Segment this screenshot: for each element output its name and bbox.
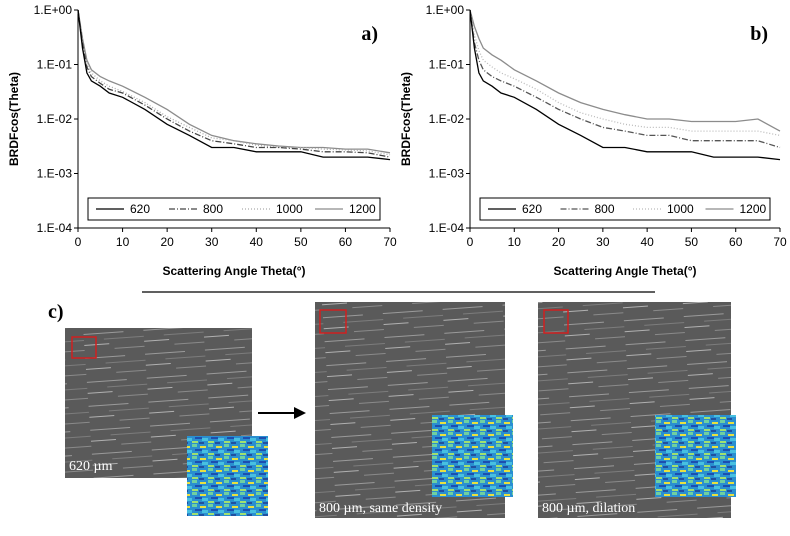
image-caption: 620 µm <box>69 459 113 474</box>
x-tick-label: 10 <box>116 235 130 249</box>
legend-label: 1000 <box>276 202 303 216</box>
x-axis-label: Scattering Angle Theta(°) <box>162 264 305 278</box>
x-tick-label: 0 <box>75 235 82 249</box>
image-panel: 620 µm <box>65 328 268 516</box>
y-tick-label: 1.E-04 <box>37 221 73 235</box>
chart: 1.E-04 1.E-03 1.E-02 1.E-01 1.E+00 0 10 20 30 40 5… <box>7 3 397 278</box>
heatmap-inset <box>655 415 736 497</box>
series-line <box>469 9 781 137</box>
x-tick-label: 70 <box>383 235 397 249</box>
legend-box <box>479 197 771 221</box>
legend-label: 620 <box>522 202 542 216</box>
heatmap-inset <box>187 436 268 516</box>
y-tick-label: 1.E-02 <box>37 112 73 126</box>
image-panel: 800 µm, dilation <box>538 302 736 518</box>
legend-label: 1000 <box>667 202 694 216</box>
image-caption: 800 µm, dilation <box>542 501 635 516</box>
series-line <box>77 9 391 156</box>
series-line <box>469 9 781 149</box>
y-tick-label: 1.E-01 <box>37 58 73 72</box>
y-tick-label: 1.E-02 <box>429 112 465 126</box>
series-line <box>469 9 781 132</box>
series-line <box>77 9 391 154</box>
series-line <box>77 9 391 161</box>
arrow <box>258 407 306 419</box>
y-axis-label: BRDFcos(Theta) <box>7 72 21 166</box>
y-tick-label: 1.E-03 <box>37 167 73 181</box>
x-tick-label: 60 <box>729 235 743 249</box>
y-tick-label: 1.E-01 <box>429 58 465 72</box>
x-tick-label: 40 <box>250 235 264 249</box>
series-line <box>469 9 781 161</box>
x-tick-label: 20 <box>160 235 174 249</box>
legend-label: 800 <box>203 202 223 216</box>
panel-label: b) <box>750 23 768 45</box>
x-tick-label: 30 <box>205 235 219 249</box>
roi-box <box>319 309 347 334</box>
x-tick-label: 0 <box>467 235 474 249</box>
image-caption: 800 µm, same density <box>319 501 442 516</box>
panel-label: a) <box>361 23 378 45</box>
roi-box <box>543 309 569 334</box>
series-line <box>77 9 391 158</box>
legend-label: 1200 <box>740 202 767 216</box>
legend-box <box>87 197 381 221</box>
y-tick-label: 1.E+00 <box>34 3 73 17</box>
y-tick-label: 1.E+00 <box>426 3 465 17</box>
x-tick-label: 70 <box>773 235 787 249</box>
panel-label: c) <box>48 301 64 323</box>
x-tick-label: 30 <box>596 235 610 249</box>
x-tick-label: 50 <box>294 235 308 249</box>
x-tick-label: 20 <box>552 235 566 249</box>
x-tick-label: 40 <box>640 235 654 249</box>
heatmap-inset <box>432 415 513 497</box>
y-axis-label: BRDFcos(Theta) <box>399 72 413 166</box>
x-axis-label: Scattering Angle Theta(°) <box>553 264 696 278</box>
x-tick-label: 50 <box>685 235 699 249</box>
y-tick-label: 1.E-04 <box>429 221 465 235</box>
y-tick-label: 1.E-03 <box>429 167 465 181</box>
x-tick-label: 60 <box>339 235 353 249</box>
chart: 1.E-04 1.E-03 1.E-02 1.E-01 1.E+00 0 10 20 30 40 5… <box>399 3 787 278</box>
legend-label: 620 <box>130 202 150 216</box>
image-panel: 800 µm, same density <box>315 302 513 518</box>
legend-label: 1200 <box>349 202 376 216</box>
x-tick-label: 10 <box>508 235 522 249</box>
roi-box <box>71 336 97 359</box>
legend-label: 800 <box>595 202 615 216</box>
